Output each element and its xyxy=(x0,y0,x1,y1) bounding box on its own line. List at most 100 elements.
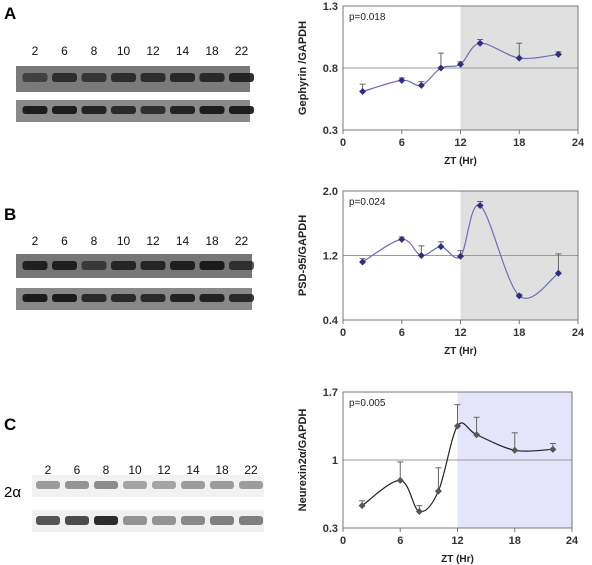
blot-band xyxy=(52,73,77,82)
chart-gephyrin: 0.3 0.8 1.3 0 6 12 18 24 ZT (Hr) Gephyrin /GAPDH p… xyxy=(297,1,585,167)
x-tick-label: 24 xyxy=(566,535,579,547)
data-point xyxy=(515,54,523,62)
blot-band xyxy=(111,73,136,82)
data-point xyxy=(398,235,406,243)
data-point xyxy=(434,487,442,495)
blot-band xyxy=(52,294,77,302)
blot-row-label-neurexin: 2α xyxy=(4,484,22,501)
blot-lane-label: 18 xyxy=(205,44,219,58)
blot-lane-label: 22 xyxy=(235,234,249,248)
blot-lane-label: 14 xyxy=(186,463,200,477)
western-blot-c: 2 6 8 10 12 14 18 22 xyxy=(32,463,264,532)
blot-band xyxy=(65,481,89,489)
blot-strip-gapdh-c xyxy=(32,510,264,532)
y-tick-label: 0.8 xyxy=(323,63,338,75)
blot-band xyxy=(181,481,205,489)
x-axis-label: ZT (Hr) xyxy=(444,156,477,167)
data-point xyxy=(515,292,523,300)
blot-lane-label: 10 xyxy=(117,44,131,58)
blot-band xyxy=(81,261,107,270)
blot-band xyxy=(199,106,225,114)
data-point xyxy=(457,60,464,68)
y-tick-label: 1.2 xyxy=(323,251,338,263)
y-tick-label: 1.3 xyxy=(323,1,338,13)
blot-lane-label: 2 xyxy=(32,234,39,248)
blot-lane-label: 12 xyxy=(157,463,171,477)
blot-band xyxy=(199,261,225,270)
data-point xyxy=(396,476,404,484)
y-axis-label: Neurexin2α/GAPDH xyxy=(297,409,309,512)
blot-lane-label: 2 xyxy=(32,44,39,58)
y-tick-label: 1.7 xyxy=(323,387,338,399)
blot-band xyxy=(170,106,195,114)
blot-band xyxy=(22,106,48,114)
blot-band xyxy=(52,261,77,270)
blot-lane-label: 6 xyxy=(74,463,81,477)
blot-band xyxy=(123,516,147,525)
blot-band xyxy=(111,294,136,302)
data-point xyxy=(554,50,562,58)
blot-band xyxy=(181,516,205,525)
panel-label-c: C xyxy=(4,415,17,434)
data-point xyxy=(437,243,445,251)
chart-psd95: 0.4 1.2 2.0 0 6 12 18 24 ZT (Hr) PSD-95/GAPDH p=0.… xyxy=(297,186,585,357)
data-point xyxy=(398,76,406,84)
data-point xyxy=(473,431,481,439)
y-tick-label: 0.3 xyxy=(323,125,338,137)
blot-band xyxy=(81,106,107,114)
y-tick-label: 0.3 xyxy=(323,523,338,535)
blot-lane-label: 22 xyxy=(244,463,258,477)
blot-lane-label: 6 xyxy=(61,234,68,248)
blot-lane-label: 8 xyxy=(91,234,98,248)
x-tick-label: 24 xyxy=(572,327,585,339)
blot-band xyxy=(229,73,254,82)
blot-band xyxy=(170,261,195,270)
blot-lane-label: 18 xyxy=(205,234,219,248)
blot-band xyxy=(170,73,195,82)
x-tick-label: 18 xyxy=(509,535,521,547)
panel-label-b: B xyxy=(4,205,17,224)
data-point xyxy=(437,64,445,72)
blot-lane-labels-b: 2 6 8 10 12 14 18 22 xyxy=(32,234,249,248)
blot-band xyxy=(239,516,263,525)
blot-lane-labels-a: 2 6 8 10 12 14 18 22 xyxy=(32,44,249,58)
data-point xyxy=(358,502,366,510)
blot-lane-label: 10 xyxy=(128,463,142,477)
blot-lane-label: 10 xyxy=(117,234,131,248)
data-point xyxy=(415,507,423,515)
blot-band xyxy=(81,73,107,82)
y-tick-label: 1 xyxy=(332,455,338,467)
y-tick-label: 0.4 xyxy=(323,315,339,327)
blot-lane-label: 14 xyxy=(176,234,190,248)
blot-band xyxy=(210,516,234,525)
blot-band xyxy=(229,294,254,302)
blot-band xyxy=(229,261,254,270)
data-point xyxy=(359,88,367,96)
blot-band xyxy=(239,481,263,489)
blot-strip-neurexin xyxy=(32,475,264,497)
data-point xyxy=(549,445,557,453)
y-axis-label: Gephyrin /GAPDH xyxy=(297,21,309,115)
blot-band xyxy=(140,106,166,114)
x-tick-label: 0 xyxy=(340,535,346,547)
blot-band xyxy=(22,261,48,270)
y-axis-label: PSD-95/GAPDH xyxy=(297,215,309,296)
blot-band xyxy=(152,516,176,525)
x-tick-label: 18 xyxy=(513,137,525,149)
x-tick-label: 0 xyxy=(340,137,346,149)
x-tick-label: 12 xyxy=(451,535,463,547)
data-point xyxy=(417,81,425,89)
series-line xyxy=(361,422,553,513)
blot-band xyxy=(94,516,118,525)
western-blot-b: 2 6 8 10 12 14 18 22 xyxy=(16,234,254,310)
data-point xyxy=(511,446,519,454)
data-point xyxy=(457,252,464,260)
blot-band xyxy=(81,294,107,302)
blot-lane-label: 22 xyxy=(235,44,249,58)
blot-band xyxy=(140,261,166,270)
y-tick-label: 2.0 xyxy=(323,186,338,198)
blot-lane-label: 14 xyxy=(176,44,190,58)
x-tick-label: 12 xyxy=(454,327,466,339)
data-point xyxy=(454,422,461,430)
blot-lane-label: 12 xyxy=(146,234,160,248)
